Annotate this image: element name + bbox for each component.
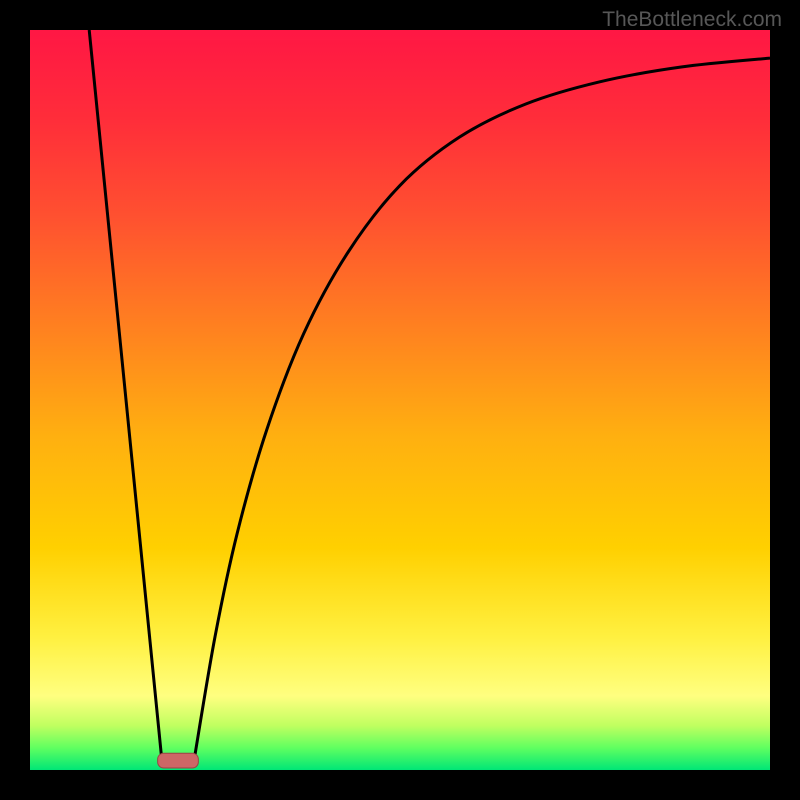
chart-svg bbox=[30, 30, 770, 770]
optimal-marker bbox=[158, 753, 199, 768]
bottleneck-chart bbox=[30, 30, 770, 770]
watermark-text: TheBottleneck.com bbox=[602, 8, 782, 32]
gradient-background bbox=[30, 30, 770, 770]
